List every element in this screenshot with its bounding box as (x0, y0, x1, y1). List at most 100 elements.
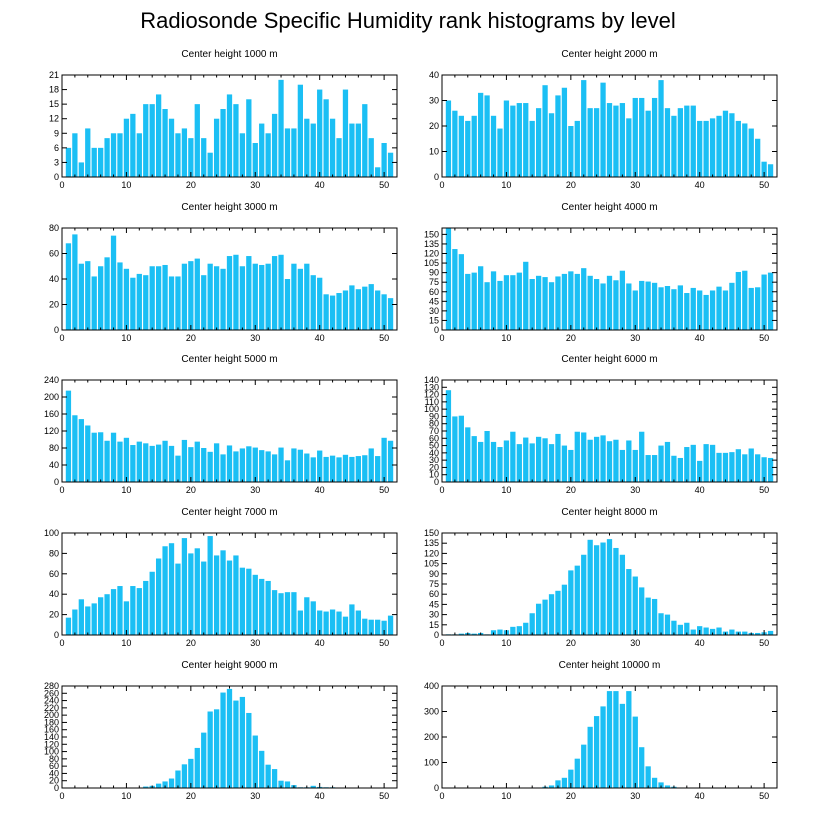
histogram-bar (574, 120, 580, 177)
histogram-bar (252, 263, 258, 330)
y-tick-label: 100 (424, 758, 439, 768)
histogram-bar (606, 103, 613, 177)
histogram-bar (735, 120, 741, 177)
y-tick-label: 100 (44, 747, 59, 757)
histogram-bar (130, 277, 136, 330)
histogram-bar (561, 87, 568, 177)
x-tick-label: 0 (439, 333, 444, 343)
histogram-bar (104, 594, 110, 635)
histogram-bar (259, 450, 265, 483)
histogram-bar (110, 589, 117, 635)
y-tick-label: 45 (429, 599, 439, 609)
histogram-bar (722, 290, 729, 330)
histogram-bar (117, 262, 123, 330)
histogram-bar (104, 440, 110, 482)
y-tick-label: 0 (54, 783, 59, 793)
histogram-bar (445, 390, 452, 482)
histogram-bar (568, 126, 574, 177)
histogram-bar (639, 587, 645, 635)
histogram-bar (162, 781, 168, 788)
histogram-bar (226, 256, 233, 330)
histogram-bar (542, 438, 548, 482)
x-tick-label: 40 (695, 485, 705, 495)
histogram-bar (65, 390, 72, 483)
x-tick-label: 20 (566, 180, 576, 190)
histogram-bar (561, 445, 568, 482)
histogram-bar (626, 283, 632, 330)
histogram-bar (645, 110, 651, 177)
histogram-bar (310, 601, 316, 635)
histogram-bar (671, 455, 677, 482)
histogram-bar (194, 441, 200, 483)
y-tick-label: 30 (429, 306, 439, 316)
y-tick-label: 120 (44, 739, 59, 749)
histogram-bar (362, 104, 368, 177)
histogram-bar (684, 622, 690, 635)
y-tick-label: 60 (429, 589, 439, 599)
histogram-bar (529, 443, 535, 482)
y-tick-label: 80 (429, 419, 439, 429)
histogram-bar (690, 287, 696, 330)
y-tick-label: 100 (424, 404, 439, 414)
histogram-bar (98, 266, 104, 330)
histogram-bar (78, 419, 84, 482)
histogram-bar (181, 439, 188, 482)
histogram-bar (297, 610, 303, 635)
histogram-bar (697, 290, 703, 330)
histogram-bar (323, 611, 329, 635)
histogram-bar (355, 610, 361, 635)
histogram-bar (65, 617, 72, 635)
x-tick-label: 10 (121, 333, 131, 343)
histogram-bar (201, 275, 207, 330)
y-tick-label: 240 (44, 375, 59, 385)
x-tick-label: 10 (121, 485, 131, 495)
y-tick-label: 30 (429, 96, 439, 106)
x-tick-label: 0 (439, 180, 444, 190)
histogram-bar (677, 624, 683, 635)
histogram-bar (761, 457, 767, 482)
histogram-bar (271, 113, 278, 177)
panel-5: Center height 5000 m 0 10 20 30 40 50 0 40 80 120 1… (44, 354, 398, 495)
histogram-bar (149, 266, 155, 330)
histogram-bar (490, 441, 497, 482)
histogram-bar (123, 437, 130, 482)
histogram-bar (349, 456, 355, 482)
histogram-bar (619, 449, 626, 482)
histogram-bar (188, 138, 194, 177)
y-tick-label: 140 (44, 732, 59, 742)
panel-title: Center height 2000 m (561, 49, 657, 60)
y-tick-label: 12 (49, 114, 59, 124)
histogram-bar (587, 726, 593, 788)
histogram-bar (72, 415, 78, 482)
histogram-bar (748, 287, 754, 330)
histogram-bar (162, 109, 168, 177)
x-tick-label: 30 (630, 791, 640, 801)
histogram-bar (355, 289, 361, 330)
histogram-bar (162, 440, 168, 482)
y-tick-label: 90 (429, 268, 439, 278)
histogram-bar (684, 105, 690, 177)
histogram-bar (188, 261, 194, 330)
histogram-bar (445, 228, 452, 330)
y-tick-label: 120 (424, 249, 439, 259)
histogram-bar (342, 290, 349, 330)
histogram-bar (259, 264, 265, 330)
histogram-bar (149, 104, 155, 177)
histogram-bar (175, 133, 181, 177)
histogram-bar (529, 279, 535, 330)
histogram-bar (497, 280, 503, 330)
histogram-bar (207, 536, 213, 635)
histogram-bar (143, 580, 149, 635)
histogram-bar (143, 275, 149, 330)
histogram-bar (368, 448, 374, 482)
histogram-bar (239, 567, 246, 635)
histogram-bar (329, 118, 336, 177)
histogram-bar (201, 561, 207, 635)
histogram-bar (767, 164, 774, 177)
histogram-bar (581, 432, 587, 482)
histogram-bar (355, 456, 361, 482)
histogram-bar (458, 115, 464, 177)
histogram-bar (226, 445, 233, 482)
histogram-bar (645, 281, 651, 330)
histogram-bar (201, 448, 207, 482)
